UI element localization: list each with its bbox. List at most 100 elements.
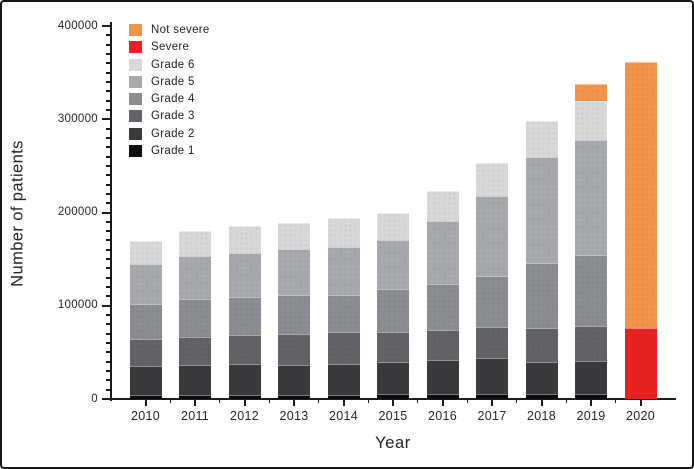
- x-major-tick: [243, 400, 246, 406]
- x-minor-tick: [219, 400, 221, 403]
- y-axis-line: [110, 22, 112, 401]
- bar-segment-2020-severe: [624, 328, 657, 399]
- y-minor-tick: [106, 62, 110, 65]
- bar-segment-2019-grade-4: [575, 255, 607, 327]
- bar-segment-2019-grade-1: [575, 394, 607, 399]
- legend-label: Grade 5: [151, 75, 195, 88]
- bar-segment-2017-grade-2: [476, 357, 508, 395]
- bar-segment-2018-grade-1: [525, 394, 558, 399]
- bar-segment-2016-grade-1: [426, 394, 459, 399]
- legend-swatch-icon: [129, 41, 142, 54]
- bar-segment-2015-grade-3: [377, 331, 409, 362]
- bar-segment-2014-grade-2: [327, 364, 360, 396]
- x-minor-tick: [565, 400, 567, 403]
- bar-segment-2017-grade-3: [476, 327, 508, 358]
- bar-segment-2013-grade-5: [278, 248, 310, 296]
- bar-segment-2017-grade-4: [476, 275, 508, 328]
- y-minor-tick: [106, 155, 110, 158]
- bar-segment-2018-grade-4: [525, 262, 558, 329]
- x-major-tick: [194, 400, 196, 406]
- y-minor-tick: [106, 314, 110, 317]
- y-minor-tick: [106, 379, 110, 382]
- legend-item: Grade 1: [129, 145, 210, 158]
- y-major-tick: [102, 118, 110, 121]
- legend-swatch-icon: [129, 93, 142, 106]
- bar-segment-2010-grade-1: [129, 395, 162, 399]
- x-tick-label: 2016: [427, 409, 457, 423]
- y-minor-tick: [106, 90, 110, 93]
- y-minor-tick: [106, 351, 110, 354]
- legend-swatch-icon: [129, 58, 142, 71]
- bar-segment-2018-grade-3: [525, 328, 558, 362]
- bar-segment-2013-grade-6: [278, 222, 310, 249]
- bar-segment-2019-grade-3: [575, 326, 607, 361]
- bar-segment-2013-grade-1: [278, 395, 310, 399]
- y-minor-tick: [106, 174, 110, 177]
- legend-item: Grade 3: [129, 110, 210, 123]
- x-minor-tick: [466, 400, 468, 403]
- bar-segment-2014-grade-5: [327, 247, 360, 295]
- y-tick-label: 200000: [57, 206, 98, 218]
- x-minor-tick: [516, 400, 518, 403]
- bar-segment-2017-grade-1: [476, 394, 508, 399]
- legend-item: Grade 5: [129, 75, 210, 88]
- bar-segment-2012-grade-5: [228, 252, 261, 298]
- y-minor-tick: [106, 342, 110, 345]
- x-tick-label: 2011: [180, 409, 210, 423]
- x-minor-tick: [417, 400, 419, 403]
- legend-label: Grade 4: [151, 93, 195, 106]
- bar-segment-2014-grade-6: [327, 218, 360, 247]
- x-minor-tick: [169, 400, 171, 403]
- bar-segment-2013-grade-2: [278, 365, 310, 396]
- y-tick-label: 300000: [57, 112, 98, 125]
- bar-segment-2020-not-severe: [624, 62, 657, 329]
- y-major-tick: [102, 398, 110, 400]
- bar-segment-2012-grade-6: [228, 226, 261, 253]
- bar-segment-2011-grade-5: [179, 256, 211, 300]
- y-minor-tick: [106, 230, 110, 233]
- bar-segment-2012-grade-1: [228, 395, 261, 399]
- bar-segment-2014-grade-3: [327, 331, 360, 365]
- y-minor-tick: [106, 183, 110, 186]
- y-minor-tick: [106, 286, 110, 289]
- bar-segment-2011-grade-6: [179, 231, 211, 257]
- y-minor-tick: [106, 220, 110, 223]
- y-major-tick: [102, 211, 110, 214]
- legend-item: Grade 2: [129, 127, 210, 140]
- x-major-tick: [491, 400, 493, 406]
- x-tick-label: 2020: [625, 409, 655, 423]
- x-axis-line: [108, 398, 676, 400]
- y-minor-tick: [106, 276, 110, 279]
- y-major-tick: [102, 25, 110, 27]
- y-major-tick: [102, 304, 110, 307]
- x-tick-label: 2015: [378, 409, 408, 423]
- x-axis-title: Year: [375, 434, 411, 452]
- x-major-tick: [342, 400, 345, 406]
- legend-swatch-icon: [129, 24, 142, 36]
- bar-segment-2015-grade-4: [377, 288, 409, 332]
- legend-swatch-icon: [129, 127, 142, 140]
- bar-segment-2016-grade-6: [426, 191, 459, 221]
- legend-swatch-icon: [129, 110, 142, 123]
- bar-segment-2016-grade-4: [426, 284, 459, 330]
- x-major-tick: [144, 400, 147, 406]
- bar-segment-2010-grade-2: [129, 366, 162, 396]
- bar-segment-2017-grade-6: [476, 163, 508, 196]
- bar-segment-2019-grade-5: [575, 139, 607, 256]
- x-major-tick: [639, 400, 642, 406]
- y-minor-tick: [106, 80, 110, 83]
- legend-item: Grade 4: [129, 93, 210, 106]
- x-tick-label: 2010: [130, 409, 160, 423]
- legend-item: Grade 6: [129, 58, 210, 71]
- y-minor-tick: [106, 52, 110, 55]
- bar-segment-2016-grade-3: [426, 329, 459, 360]
- bar-segment-2010-grade-5: [129, 263, 162, 304]
- x-minor-tick: [615, 400, 617, 403]
- bar-segment-2015-grade-1: [377, 394, 409, 399]
- y-minor-tick: [106, 323, 110, 326]
- y-minor-tick: [106, 136, 110, 139]
- x-major-tick: [293, 400, 295, 406]
- x-minor-tick: [268, 400, 270, 403]
- bar-segment-2016-grade-5: [426, 220, 459, 285]
